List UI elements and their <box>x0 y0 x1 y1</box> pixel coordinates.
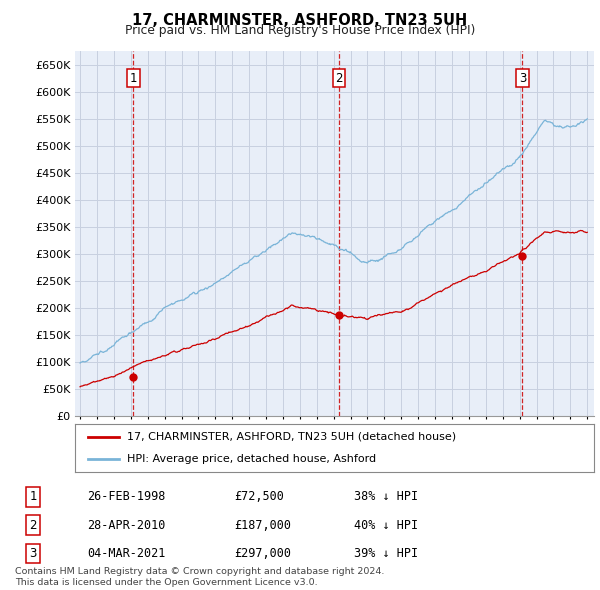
Text: Contains HM Land Registry data © Crown copyright and database right 2024.: Contains HM Land Registry data © Crown c… <box>15 567 385 576</box>
Text: 04-MAR-2021: 04-MAR-2021 <box>87 547 166 560</box>
Text: 17, CHARMINSTER, ASHFORD, TN23 5UH (detached house): 17, CHARMINSTER, ASHFORD, TN23 5UH (deta… <box>127 432 456 442</box>
Text: £187,000: £187,000 <box>234 519 291 532</box>
Text: 2: 2 <box>335 72 343 85</box>
Text: This data is licensed under the Open Government Licence v3.0.: This data is licensed under the Open Gov… <box>15 578 317 587</box>
Text: 39% ↓ HPI: 39% ↓ HPI <box>354 547 418 560</box>
Text: 1: 1 <box>29 490 37 503</box>
Text: Price paid vs. HM Land Registry's House Price Index (HPI): Price paid vs. HM Land Registry's House … <box>125 24 475 37</box>
Text: 2: 2 <box>29 519 37 532</box>
Text: 26-FEB-1998: 26-FEB-1998 <box>87 490 166 503</box>
Text: HPI: Average price, detached house, Ashford: HPI: Average price, detached house, Ashf… <box>127 454 376 464</box>
Text: 38% ↓ HPI: 38% ↓ HPI <box>354 490 418 503</box>
Text: 40% ↓ HPI: 40% ↓ HPI <box>354 519 418 532</box>
Text: £72,500: £72,500 <box>234 490 284 503</box>
Text: 3: 3 <box>519 72 526 85</box>
Text: £297,000: £297,000 <box>234 547 291 560</box>
Text: 3: 3 <box>29 547 37 560</box>
Text: 1: 1 <box>130 72 137 85</box>
Text: 28-APR-2010: 28-APR-2010 <box>87 519 166 532</box>
Text: 17, CHARMINSTER, ASHFORD, TN23 5UH: 17, CHARMINSTER, ASHFORD, TN23 5UH <box>133 13 467 28</box>
